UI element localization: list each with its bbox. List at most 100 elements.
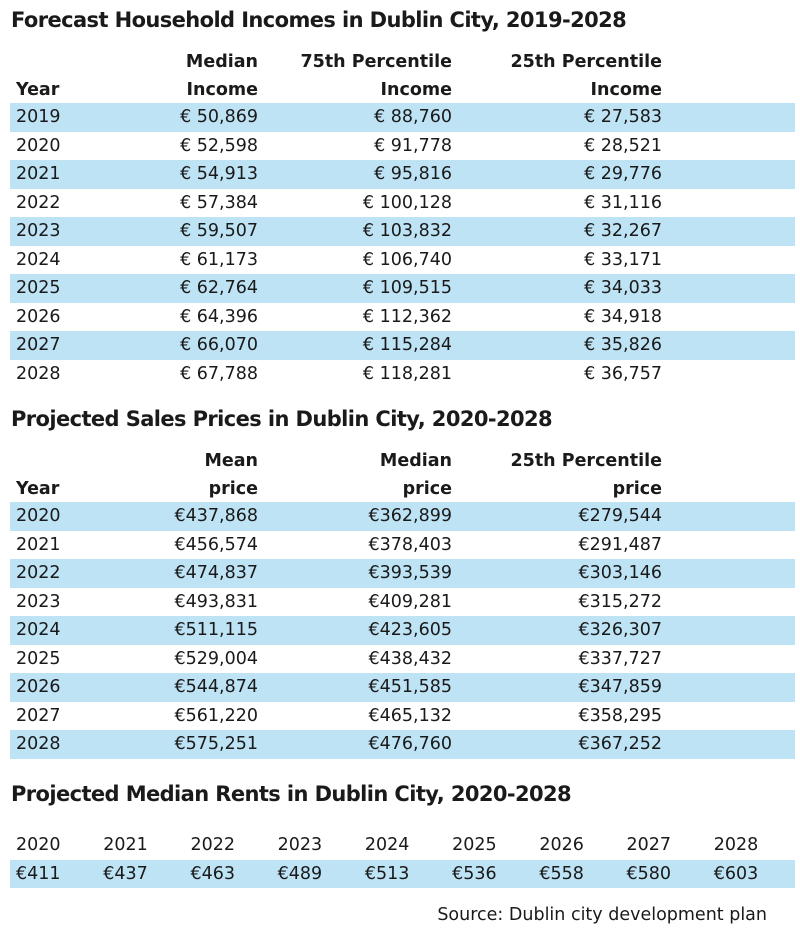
table-row: 2022 €474,837 €393,539 €303,146	[10, 559, 795, 588]
prices-cell-col1: €493,831	[174, 591, 258, 612]
rents-years-row: 2020 2021 2022 2023 2024 2025 2026 2027 2028	[10, 831, 795, 860]
prices-cell-col3: €347,859	[452, 673, 662, 702]
incomes-header-year: Year	[16, 80, 60, 100]
rents-year-cell: 2025	[452, 835, 497, 856]
prices-cell-col1: €511,115	[116, 616, 258, 645]
incomes-cell-col3: € 27,583	[452, 103, 662, 132]
rents-year-cell: 2026	[539, 835, 584, 856]
prices-header-mean-bottom: price	[208, 479, 258, 499]
prices-cell-col1: €437,868	[116, 502, 258, 531]
rents-value-cell: €603	[707, 859, 795, 888]
prices-header-p25-top: 25th Percentile	[510, 451, 662, 471]
incomes-cell-col3: € 28,521	[584, 135, 662, 156]
prices-cell-col3: €337,727	[578, 648, 662, 669]
rents-table: 2020 2021 2022 2023 2024 2025 2026 2027 2028 €41…	[10, 831, 795, 888]
rents-value-cell: €437	[97, 859, 185, 888]
incomes-cell-col3: € 36,757	[584, 363, 662, 384]
table-row: 2027 € 66,070 € 115,284 € 35,826	[10, 331, 795, 360]
incomes-cell-col1: € 59,507	[116, 217, 258, 246]
prices-header-median-bottom: price	[402, 479, 452, 499]
incomes-cell-year: 2024	[16, 249, 61, 270]
rents-values-row: €411 €437 €463 €489 €513 €536 €558 €580 €603	[10, 859, 795, 888]
prices-cell-col2: €465,132	[368, 705, 452, 726]
prices-cell-col2: €451,585	[258, 673, 452, 702]
incomes-cell-col2: € 88,760	[258, 103, 452, 132]
incomes-cell-col1: € 61,173	[180, 249, 258, 270]
rents-value-cell: €489	[271, 859, 359, 888]
incomes-header-p25-top: 25th Percentile	[510, 52, 662, 72]
incomes-cell-year: 2022	[16, 192, 61, 213]
prices-cell-year: 2023	[16, 591, 61, 612]
incomes-cell-year: 2021	[10, 160, 116, 189]
table-row: 2020 € 52,598 € 91,778 € 28,521	[10, 132, 795, 161]
prices-cell-year: 2020	[10, 502, 116, 531]
table-row: 2024 € 61,173 € 106,740 € 33,171	[10, 246, 795, 275]
table-row: 2019 € 50,869 € 88,760 € 27,583	[10, 103, 795, 132]
rents-year-cell: 2027	[626, 835, 672, 856]
table-row: 2025 € 62,764 € 109,515 € 34,033	[10, 274, 795, 303]
rents-year-cell: 2020	[16, 835, 61, 856]
incomes-table: Median 75th Percentile 25th Percentile Y…	[10, 47, 795, 388]
rents-title: Projected Median Rents in Dublin City, 2…	[11, 782, 572, 806]
prices-cell-year: 2028	[10, 730, 116, 759]
table-row: 2026 € 64,396 € 112,362 € 34,918	[10, 303, 795, 332]
incomes-cell-col3: € 34,033	[452, 274, 662, 303]
incomes-cell-col3: € 32,267	[452, 217, 662, 246]
incomes-cell-col3: € 34,918	[584, 306, 662, 327]
prices-cell-year: 2027	[16, 705, 61, 726]
prices-cell-col3: €279,544	[452, 502, 662, 531]
table-row: 2024 €511,115 €423,605 €326,307	[10, 616, 795, 645]
incomes-header-p25-bottom: Income	[590, 80, 662, 100]
rents-value-cell: €580	[620, 859, 708, 888]
prices-cell-col2: €438,432	[368, 648, 452, 669]
table-row: 2028 € 67,788 € 118,281 € 36,757	[10, 360, 795, 389]
prices-cell-col3: €303,146	[452, 559, 662, 588]
incomes-header-median-top: Median	[185, 52, 258, 72]
table-row: 2025 €529,004 €438,432 €337,727	[10, 645, 795, 674]
incomes-cell-col1: € 66,070	[116, 331, 258, 360]
incomes-header-p75-bottom: Income	[380, 80, 452, 100]
prices-cell-col3: €315,272	[578, 591, 662, 612]
prices-cell-col1: €474,837	[116, 559, 258, 588]
table-row: 2021 € 54,913 € 95,816 € 29,776	[10, 160, 795, 189]
rents-year-cell: 2023	[277, 835, 323, 856]
incomes-cell-col3: € 35,826	[452, 331, 662, 360]
prices-header-median-top: Median	[379, 451, 452, 471]
incomes-cell-year: 2026	[16, 306, 61, 327]
incomes-cell-col1: € 57,384	[180, 192, 258, 213]
incomes-cell-col1: € 62,764	[116, 274, 258, 303]
prices-cell-col2: €409,281	[368, 591, 452, 612]
rents-year-cell: 2028	[713, 835, 759, 856]
incomes-cell-col2: € 106,740	[362, 249, 452, 270]
incomes-cell-col2: € 109,515	[258, 274, 452, 303]
prices-cell-col3: €367,252	[452, 730, 662, 759]
incomes-cell-year: 2025	[10, 274, 116, 303]
rents-year-cell: 2024	[364, 835, 410, 856]
incomes-title: Forecast Household Incomes in Dublin Cit…	[11, 8, 627, 32]
prices-cell-col1: €529,004	[174, 648, 258, 669]
incomes-cell-col2: € 112,362	[362, 306, 452, 327]
incomes-header-year-spacer	[10, 47, 116, 75]
incomes-cell-year: 2028	[16, 363, 61, 384]
incomes-cell-year: 2019	[10, 103, 116, 132]
source-note: Source: Dublin city development plan	[437, 905, 767, 925]
prices-cell-col1: €561,220	[174, 705, 258, 726]
prices-cell-year: 2022	[10, 559, 116, 588]
prices-cell-year: 2024	[10, 616, 116, 645]
table-row: 2021 €456,574 €378,403 €291,487	[10, 531, 795, 560]
prices-header-year: Year	[16, 479, 60, 499]
incomes-cell-col2: € 100,128	[362, 192, 452, 213]
table-row: 2023 € 59,507 € 103,832 € 32,267	[10, 217, 795, 246]
rents-value-cell: €463	[184, 859, 272, 888]
rents-year-cell: 2021	[103, 835, 148, 856]
table-row: 2026 €544,874 €451,585 €347,859	[10, 673, 795, 702]
prices-cell-year: 2026	[10, 673, 116, 702]
incomes-rows: 2019 € 50,869 € 88,760 € 27,583 2020 € 52,598…	[10, 103, 795, 388]
rents-value-cell: €411	[10, 859, 98, 888]
incomes-cell-year: 2023	[10, 217, 116, 246]
prices-cell-col1: €456,574	[174, 534, 258, 555]
prices-cell-col2: €362,899	[258, 502, 452, 531]
incomes-cell-year: 2027	[10, 331, 116, 360]
prices-cell-col3: €326,307	[452, 616, 662, 645]
prices-cell-col2: €423,605	[258, 616, 452, 645]
